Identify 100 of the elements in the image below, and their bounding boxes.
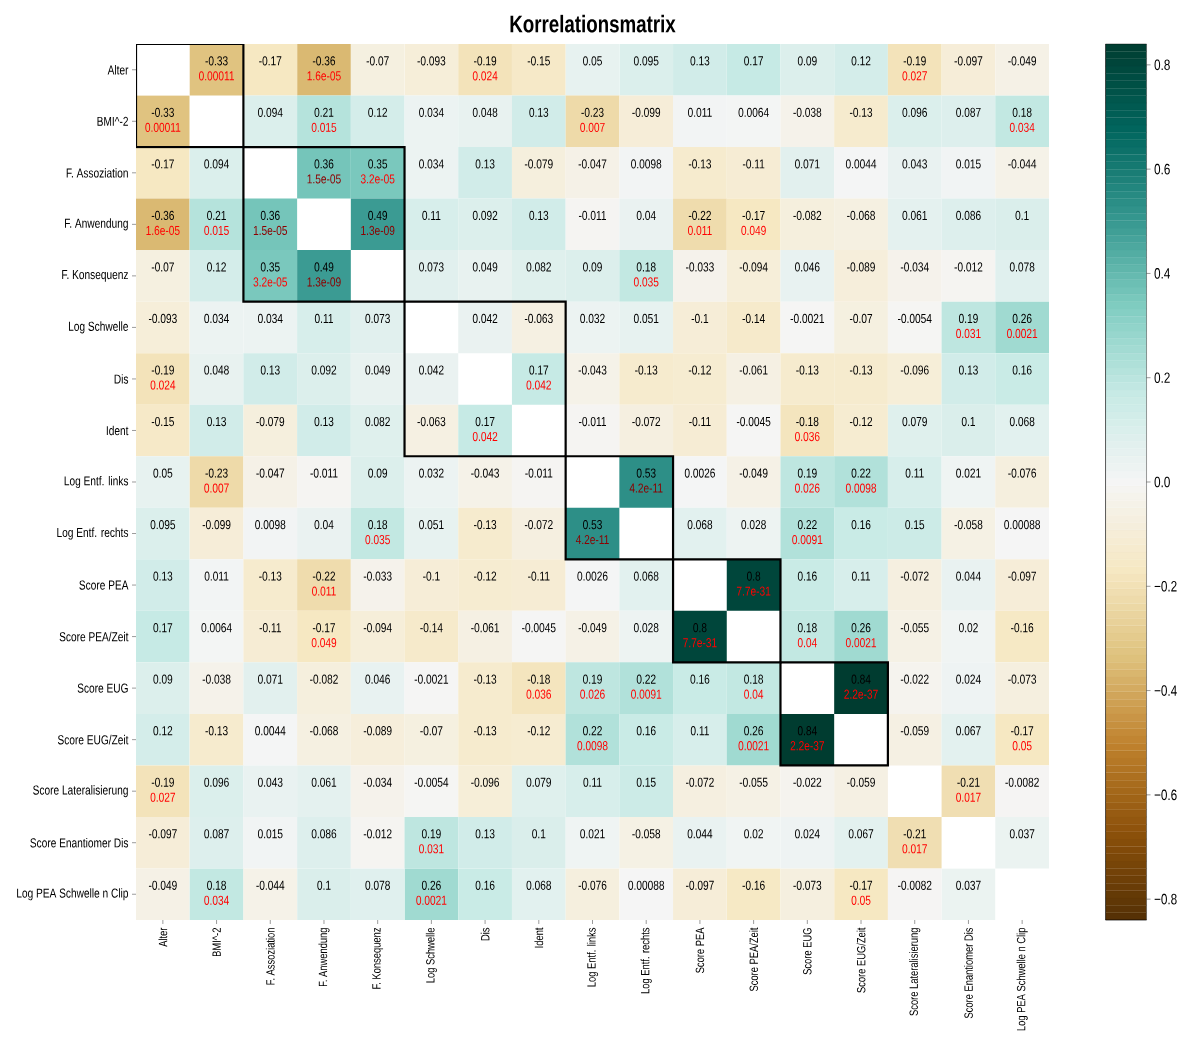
data-label: 0.16 bbox=[475, 880, 495, 890]
x-tick-label: Score PEA/Zeit bbox=[749, 927, 759, 992]
data-label: 0.0064 bbox=[201, 623, 232, 633]
data-label: 0.0026 bbox=[684, 468, 715, 478]
data-label: -0.19 0.024 bbox=[150, 365, 176, 390]
data-label: -0.0082 bbox=[1005, 777, 1039, 787]
data-label: -0.072 bbox=[685, 777, 714, 787]
data-label: -0.073 bbox=[1008, 674, 1037, 684]
data-label: -0.033 bbox=[363, 571, 392, 581]
data-label: 0.078 bbox=[365, 880, 390, 890]
color-bar-label: 0.2 bbox=[1154, 372, 1170, 384]
data-label: 0.067 bbox=[956, 726, 981, 736]
data-label: 0.16 bbox=[636, 726, 656, 736]
data-label: -0.038 bbox=[202, 674, 231, 684]
data-label: 0.011 bbox=[688, 107, 712, 117]
color-bar-label: −0.4 bbox=[1154, 685, 1177, 696]
y-tick-label: BMI^-2 bbox=[97, 116, 128, 126]
data-label: 0.49 1.3e-09 bbox=[361, 210, 395, 236]
data-label: -0.097 bbox=[1008, 571, 1037, 581]
data-label: -0.082 bbox=[310, 674, 338, 684]
data-label: -0.17 0.049 bbox=[741, 210, 766, 236]
data-label: -0.11 bbox=[259, 623, 281, 633]
data-label: 0.096 bbox=[204, 777, 229, 787]
data-label: 0.0098 bbox=[255, 519, 286, 530]
data-label: -0.076 bbox=[578, 880, 607, 890]
data-label: -0.14 bbox=[420, 623, 443, 633]
data-label: 0.05 bbox=[153, 468, 173, 478]
data-label: 0.12 bbox=[851, 56, 871, 66]
data-label: 0.068 bbox=[633, 571, 659, 581]
data-label: 0.034 bbox=[419, 107, 444, 117]
y-tick-label: Dis bbox=[114, 374, 129, 384]
data-label: -0.16 bbox=[742, 880, 765, 890]
data-label: 0.082 bbox=[365, 416, 390, 427]
data-label: -0.17 0.05 bbox=[1011, 726, 1034, 751]
data-label: 0.09 bbox=[368, 468, 388, 478]
x-tick-label: Log Entf. rechts bbox=[640, 927, 652, 994]
data-label: -0.17 0.049 bbox=[311, 623, 337, 648]
y-tick-label: Log Entf. rechts bbox=[57, 527, 129, 540]
data-label: 0.11 bbox=[851, 571, 871, 581]
data-label: -0.038 bbox=[793, 107, 822, 117]
data-label: 0.015 bbox=[956, 159, 981, 169]
data-label: 0.22 0.0091 bbox=[631, 674, 662, 699]
data-label: -0.17 0.05 bbox=[849, 880, 873, 905]
data-label: 0.13 bbox=[958, 365, 978, 375]
data-label: 0.53 4.2e-11 bbox=[629, 468, 663, 493]
data-label: 0.19 0.031 bbox=[419, 829, 444, 854]
data-label: -0.093 bbox=[417, 56, 446, 66]
y-tick-label: Score EUG bbox=[77, 683, 128, 693]
data-label: -0.07 bbox=[849, 313, 873, 324]
data-label: -0.21 0.017 bbox=[956, 777, 981, 802]
data-label: 0.044 bbox=[956, 571, 981, 581]
data-label: 0.068 bbox=[687, 519, 713, 530]
data-label: -0.049 bbox=[578, 623, 607, 633]
data-label: -0.12 bbox=[849, 416, 873, 427]
data-label: 0.18 0.04 bbox=[797, 623, 817, 648]
data-label: -0.22 0.011 bbox=[312, 571, 336, 596]
data-label: -0.012 bbox=[954, 262, 983, 272]
data-label: -0.13 bbox=[473, 674, 497, 684]
data-label: 0.13 bbox=[475, 159, 495, 169]
data-label: 0.19 0.026 bbox=[580, 674, 605, 699]
data-label: 0.032 bbox=[580, 313, 605, 324]
data-label: 0.36 1.5e-05 bbox=[307, 159, 341, 184]
data-label: 0.086 bbox=[956, 210, 981, 221]
data-label: -0.059 bbox=[900, 726, 929, 736]
data-label: -0.049 bbox=[739, 468, 768, 478]
data-label: -0.096 bbox=[471, 777, 500, 787]
data-label: 0.021 bbox=[580, 829, 605, 839]
color-bar-label: 0.4 bbox=[1154, 268, 1170, 279]
data-label: -0.07 bbox=[151, 262, 174, 272]
x-tick-label: Score Lateralisierung bbox=[909, 928, 921, 1016]
data-label: 0.22 0.0098 bbox=[577, 726, 608, 751]
data-label: 0.21 0.015 bbox=[311, 107, 337, 132]
data-label: 0.043 bbox=[257, 777, 283, 787]
color-bar-label: −0.2 bbox=[1154, 580, 1177, 592]
data-label: -0.13 bbox=[635, 365, 658, 375]
x-tick-label: F. Assoziation bbox=[265, 928, 275, 985]
x-tick-label: Dis bbox=[480, 927, 490, 941]
data-label: -0.19 0.024 bbox=[472, 56, 498, 81]
x-tick-label: F. Konsequenz bbox=[372, 928, 384, 989]
data-label: 0.015 bbox=[257, 829, 283, 839]
data-label: 0.0064 bbox=[738, 107, 769, 117]
data-label: 0.16 bbox=[690, 674, 710, 684]
data-label: 0.35 3.2e-05 bbox=[253, 262, 288, 287]
data-label: 0.26 0.0021 bbox=[845, 623, 877, 648]
data-label: 0.09 bbox=[797, 56, 817, 66]
data-label: -0.13 bbox=[849, 107, 873, 117]
data-label: -0.022 bbox=[900, 674, 929, 684]
data-label: 0.18 0.034 bbox=[204, 880, 229, 905]
data-label: -0.17 bbox=[151, 159, 174, 169]
data-label: 0.12 bbox=[368, 107, 388, 117]
color-bar-label: −0.8 bbox=[1154, 893, 1177, 905]
y-tick-label: Score PEA bbox=[79, 580, 129, 590]
data-label: 0.051 bbox=[633, 313, 659, 324]
data-label: -0.14 bbox=[742, 313, 765, 324]
data-label: -0.055 bbox=[900, 623, 929, 633]
data-label: -0.13 bbox=[473, 519, 497, 530]
data-label: 0.061 bbox=[902, 210, 927, 221]
data-label: -0.079 bbox=[524, 159, 553, 169]
data-label: -0.07 bbox=[420, 726, 443, 736]
data-label: 0.15 bbox=[636, 777, 656, 787]
